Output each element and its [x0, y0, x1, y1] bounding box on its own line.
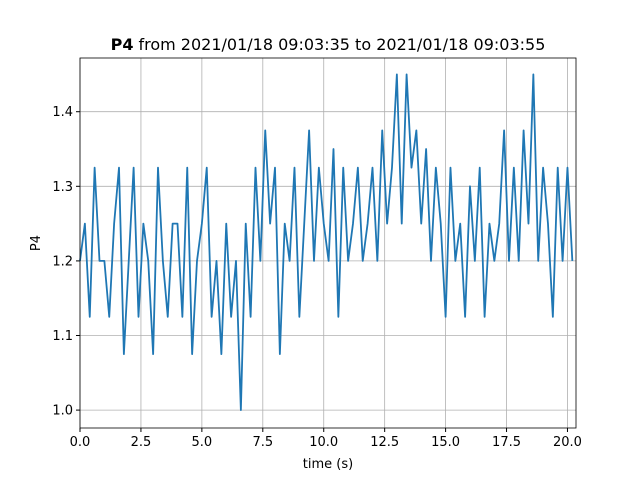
- title-bold: P4: [111, 35, 134, 54]
- x-tick-label: 7.5: [252, 435, 273, 450]
- x-tick-label: 15.0: [431, 435, 460, 450]
- x-tick-label: 2.5: [131, 435, 152, 450]
- y-tick-label: 1.2: [52, 254, 73, 269]
- title-text: from 2021/01/18 09:03:35 to 2021/01/18 0…: [138, 35, 545, 54]
- x-tick-label: 0.0: [70, 435, 91, 450]
- chart-title: P4 from 2021/01/18 09:03:35 to 2021/01/18…: [111, 35, 546, 54]
- y-tick-label: 1.4: [52, 105, 73, 120]
- y-tick-label: 1.3: [52, 180, 73, 195]
- axes-frame: [79, 57, 577, 429]
- x-axis-label: time (s): [303, 457, 353, 472]
- x-tick-label: 10.0: [309, 435, 338, 450]
- x-tick-label: 17.5: [492, 435, 521, 450]
- x-tick-label: 20.0: [553, 435, 582, 450]
- x-tick-label: 12.5: [370, 435, 399, 450]
- x-tick-label: 5.0: [192, 435, 213, 450]
- data-line: [79, 73, 574, 411]
- y-axis-label: P4: [29, 235, 44, 251]
- y-tick-label: 1.0: [52, 404, 73, 419]
- y-tick-label: 1.1: [52, 329, 73, 344]
